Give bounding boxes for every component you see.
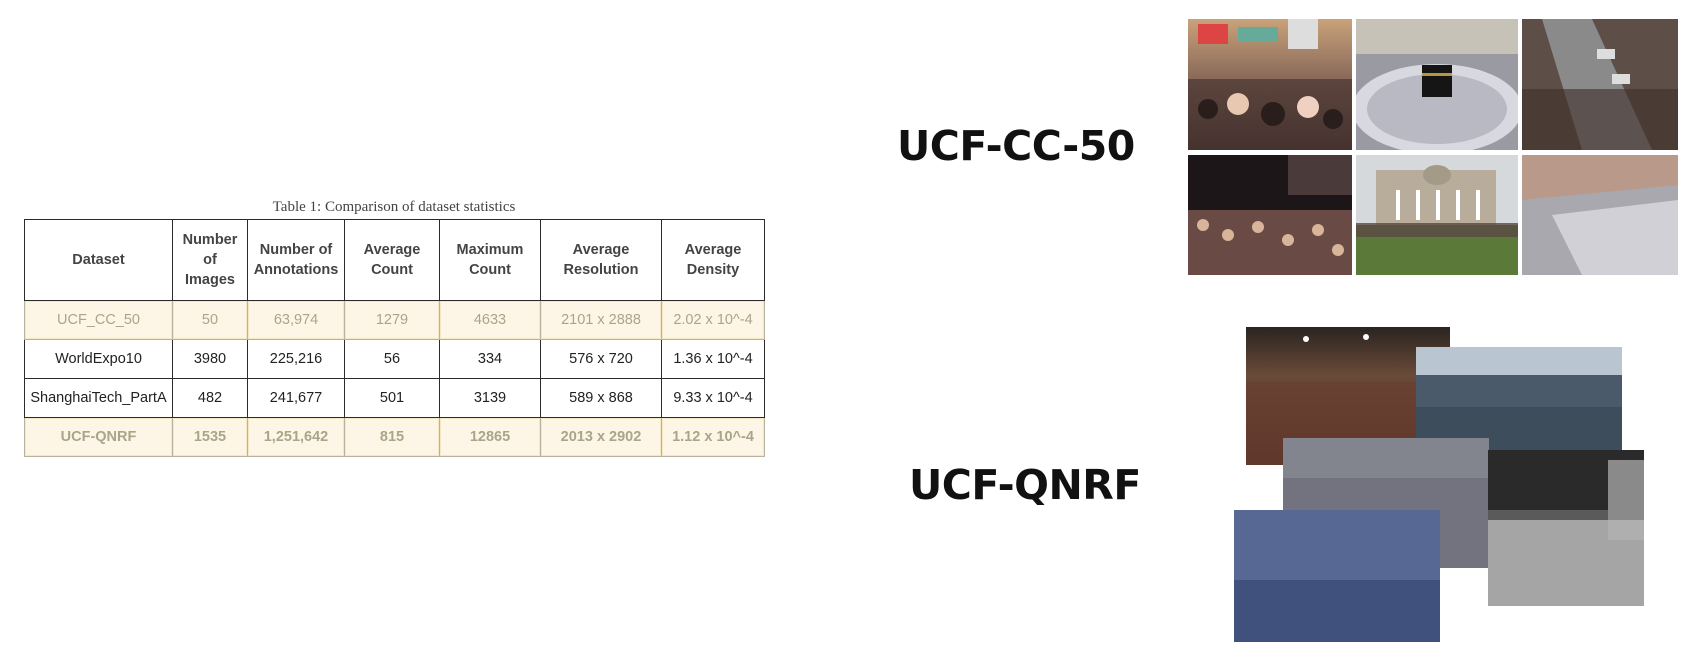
cell-dataset: WorldExpo10	[24, 339, 173, 379]
header-line: Number of	[259, 242, 333, 258]
header-line: Maximum	[456, 242, 524, 258]
cell-maximum-count: 3139	[439, 378, 541, 418]
header-line: Average	[684, 242, 742, 258]
cell-resolution: 589 x 868	[540, 378, 662, 418]
header-average-resolution: Average Resolution	[540, 219, 662, 301]
header-average-count: Average Count	[344, 219, 440, 301]
cell-density: 2.02 x 10^-4	[661, 300, 765, 340]
header-line: of	[203, 252, 217, 268]
cell-images: 482	[172, 378, 248, 418]
header-dataset: Dataset	[24, 219, 173, 301]
ucf-cc-50-image-grid	[1188, 19, 1678, 275]
blue-crowd-photo	[1234, 510, 1440, 642]
night-street-crowd-photo	[1488, 450, 1644, 606]
cell-dataset: UCF-QNRF	[24, 417, 173, 457]
cell-resolution: 576 x 720	[540, 339, 662, 379]
header-line: Number	[182, 232, 238, 248]
cell-dataset: ShanghaiTech_PartA	[24, 378, 173, 418]
ucf-qnrf-label: UCF-QNRF	[909, 461, 1141, 509]
cell-average-count: 1279	[344, 300, 440, 340]
header-line: Annotations	[253, 262, 339, 278]
cell-average-count: 56	[344, 339, 440, 379]
header-number-of-annotations: Number of Annotations	[247, 219, 345, 301]
dataset-statistics-table: Dataset Number of Images Number of Annot…	[24, 219, 765, 457]
header-maximum-count: Maximum Count	[439, 219, 541, 301]
plaza-crowd-photo	[1522, 155, 1678, 275]
header-average-density: Average Density	[661, 219, 765, 301]
cell-annotations: 63,974	[247, 300, 345, 340]
table-row-worldexpo10: WorldExpo10 3980 225,216 56 334 576 x 72…	[24, 339, 765, 379]
trafalgar-square-crowd-photo	[1356, 155, 1518, 275]
header-line: Density	[686, 262, 740, 278]
cell-maximum-count: 12865	[439, 417, 541, 457]
header-line: Resolution	[563, 262, 639, 278]
cell-average-count: 501	[344, 378, 440, 418]
cell-density: 9.33 x 10^-4	[661, 378, 765, 418]
kaaba-crowd-photo	[1356, 19, 1518, 150]
cell-density: 1.36 x 10^-4	[661, 339, 765, 379]
cell-maximum-count: 4633	[439, 300, 541, 340]
table-caption: Table 1: Comparison of dataset statistic…	[272, 199, 516, 215]
header-line: Count	[371, 262, 413, 278]
cell-images: 1535	[172, 417, 248, 457]
ucf-qnrf-image-collage	[1234, 326, 1644, 642]
table-row-ucf-cc-50: UCF_CC_50 50 63,974 1279 4633 2101 x 288…	[24, 300, 765, 340]
street-crowd-photo	[1188, 19, 1352, 150]
cell-resolution: 2101 x 2888	[540, 300, 662, 340]
cell-maximum-count: 334	[439, 339, 541, 379]
table-row-ucf-qnrf: UCF-QNRF 1535 1,251,642 815 12865 2013 x…	[24, 417, 765, 457]
header-line: Average	[572, 242, 630, 258]
cell-average-count: 815	[344, 417, 440, 457]
header-line: Average	[363, 242, 421, 258]
header-line: Dataset	[72, 252, 125, 268]
header-line: Images	[185, 272, 235, 288]
cell-images: 50	[172, 300, 248, 340]
cell-annotations: 241,677	[247, 378, 345, 418]
cell-density: 1.12 x 10^-4	[661, 417, 765, 457]
cell-resolution: 2013 x 2902	[540, 417, 662, 457]
concert-crowd-photo	[1188, 155, 1352, 275]
cell-dataset: UCF_CC_50	[24, 300, 173, 340]
ucf-cc-50-label: UCF-CC-50	[897, 122, 1135, 170]
aerial-street-crowd-photo	[1522, 19, 1678, 150]
cell-annotations: 1,251,642	[247, 417, 345, 457]
header-number-of-images: Number of Images	[172, 219, 248, 301]
table-header-row: Dataset Number of Images Number of Annot…	[24, 219, 765, 301]
header-line: Count	[469, 262, 511, 278]
table-row-shanghaitech: ShanghaiTech_PartA 482 241,677 501 3139 …	[24, 378, 765, 418]
cell-annotations: 225,216	[247, 339, 345, 379]
cell-images: 3980	[172, 339, 248, 379]
